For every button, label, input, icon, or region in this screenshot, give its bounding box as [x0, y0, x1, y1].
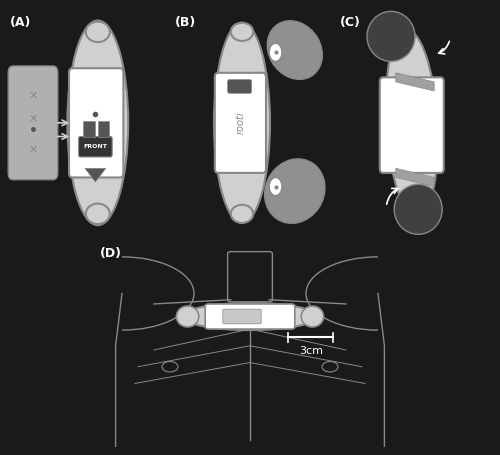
Ellipse shape	[386, 30, 438, 216]
Polygon shape	[85, 168, 106, 182]
FancyBboxPatch shape	[228, 80, 252, 93]
Ellipse shape	[214, 23, 270, 223]
Text: (A): (A)	[10, 16, 31, 29]
Ellipse shape	[268, 21, 322, 79]
FancyBboxPatch shape	[69, 68, 124, 177]
Ellipse shape	[68, 20, 128, 225]
Ellipse shape	[367, 11, 415, 61]
Ellipse shape	[86, 21, 110, 42]
Ellipse shape	[264, 159, 325, 223]
FancyBboxPatch shape	[223, 309, 261, 324]
Text: (C): (C)	[340, 16, 360, 29]
Bar	[98, 121, 109, 136]
Ellipse shape	[176, 306, 199, 327]
Ellipse shape	[86, 204, 110, 224]
FancyBboxPatch shape	[205, 304, 295, 329]
Ellipse shape	[301, 306, 324, 327]
Polygon shape	[396, 73, 434, 91]
Ellipse shape	[394, 184, 442, 234]
Ellipse shape	[231, 205, 253, 223]
Text: ✕: ✕	[28, 91, 38, 101]
FancyBboxPatch shape	[8, 66, 58, 180]
Text: (D): (D)	[100, 248, 122, 260]
Circle shape	[269, 43, 282, 61]
Bar	[84, 121, 94, 136]
Text: ✕: ✕	[28, 113, 38, 123]
Polygon shape	[396, 168, 434, 187]
FancyBboxPatch shape	[380, 77, 444, 173]
Text: FRONT: FRONT	[84, 144, 108, 149]
Text: 3cm: 3cm	[299, 346, 323, 356]
Text: rooti: rooti	[236, 111, 246, 134]
Circle shape	[269, 177, 282, 196]
Ellipse shape	[183, 303, 317, 330]
Text: (B): (B)	[175, 16, 196, 29]
Text: ✕: ✕	[28, 145, 38, 155]
FancyBboxPatch shape	[215, 73, 266, 173]
Ellipse shape	[231, 23, 253, 41]
FancyBboxPatch shape	[78, 136, 112, 157]
